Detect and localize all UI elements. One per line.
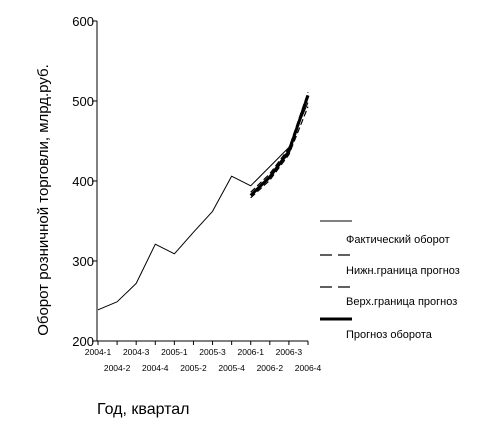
series-line-4 [249, 94, 310, 197]
legend: Фактический оборот Нижн.граница прогноз Ве… [320, 220, 460, 341]
x-axis-title: Год, квартал [97, 401, 190, 418]
legend-label-1: Фактический оборот [346, 234, 450, 246]
plot-area: 200 300 400 500 600 2004-1 2004-2 2004-3 2004-4… [72, 14, 321, 373]
x-tick-label: 2005-2 [180, 363, 207, 373]
y-tick-label: 300 [72, 254, 94, 269]
x-tick-label: 2005-1 [161, 347, 188, 357]
x-tick-label: 2004-1 [85, 347, 112, 357]
y-tick-label: 400 [72, 174, 94, 189]
legend-label-3: Верх.граница прогноз [346, 296, 457, 308]
series-line-3 [250, 92, 309, 193]
legend-label-2: Нижн.граница прогноз [346, 265, 460, 277]
y-tick-label: 200 [72, 334, 94, 349]
x-tick-label: 2005-4 [218, 363, 245, 373]
y-axis-title: Оборот розничной торговли, млрд.руб. [35, 64, 52, 336]
x-tick-label: 2006-4 [295, 363, 322, 373]
x-tick-label: 2004-3 [123, 347, 150, 357]
x-tick-label: 2005-3 [199, 347, 226, 357]
x-tick-label: 2004-2 [104, 363, 131, 373]
y-tick-label: 600 [72, 14, 94, 29]
x-ticks: 2004-1 2004-2 2004-3 2004-4 2005-1 2005-2 2005… [85, 341, 322, 373]
x-tick-label: 2006-3 [276, 347, 303, 357]
series-layer [97, 92, 310, 311]
series-line-2 [250, 106, 309, 199]
x-tick-label: 2006-2 [257, 363, 284, 373]
y-tick-label: 500 [72, 94, 94, 109]
x-tick-label: 2004-4 [142, 363, 169, 373]
series-line-1 [97, 102, 309, 311]
legend-label-4: Прогноз оборота [346, 329, 433, 341]
y-ticks: 200 300 400 500 600 [72, 14, 97, 349]
x-tick-label: 2006-1 [237, 347, 264, 357]
